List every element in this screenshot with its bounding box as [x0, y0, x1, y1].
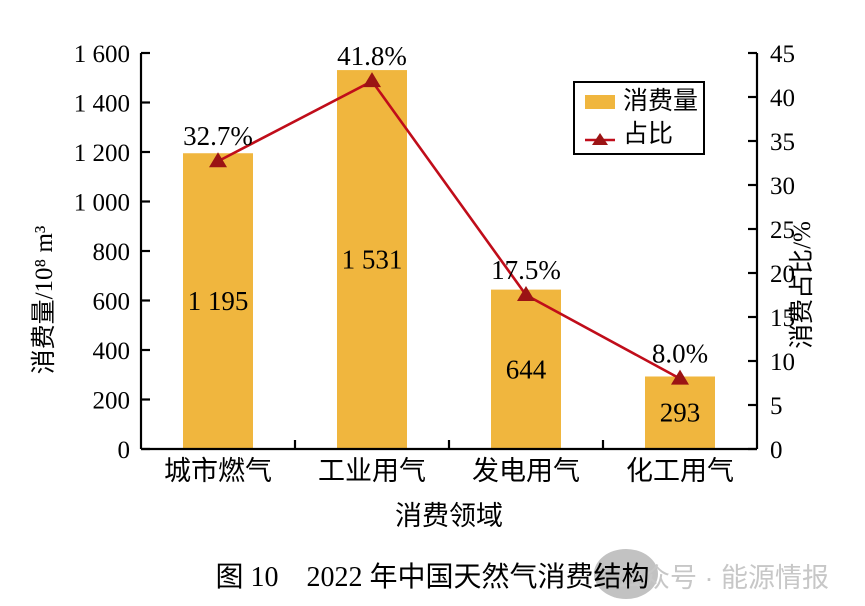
bar-0	[183, 153, 253, 450]
share-value-label-3: 8.0%	[652, 339, 708, 369]
share-marker-3	[671, 369, 689, 385]
bar-value-label-0: 1 195	[188, 286, 249, 316]
right-tick-label-7: 35	[770, 129, 795, 156]
share-value-label-0: 32.7%	[183, 121, 253, 151]
left-tick-label-2: 400	[93, 338, 131, 365]
watermark-text: 公众号 · 能源情报	[616, 563, 829, 593]
left-tick-label-7: 1 400	[74, 91, 130, 118]
bar-value-label-3: 293	[660, 398, 701, 428]
right-tick-label-0: 0	[770, 437, 783, 464]
legend-item-share: 占比	[585, 122, 703, 147]
bar-value-label-1: 1 531	[342, 245, 403, 275]
legend: 消费量 占比	[573, 81, 705, 155]
right-tick-label-4: 20	[770, 261, 795, 288]
left-tick-label-0: 0	[118, 437, 131, 464]
bar-3	[645, 376, 715, 449]
caption-label: 图 10	[215, 562, 279, 593]
right-tick-label-2: 10	[770, 349, 795, 376]
share-marker-2	[517, 286, 535, 301]
share-marker-0	[209, 152, 227, 168]
caption-title: 2022 年中国天然气消费结构	[306, 562, 650, 593]
right-tick-label-3: 15	[770, 305, 795, 332]
right-axis-title: 消费占比/%	[789, 221, 816, 349]
right-tick-label-8: 40	[770, 85, 795, 112]
x-tick-label-0: 城市燃气	[164, 456, 272, 486]
bar-2	[491, 289, 561, 449]
right-tick-label-6: 30	[770, 173, 795, 200]
share-line	[217, 79, 681, 380]
x-tick-label-1: 工业用气	[318, 456, 426, 486]
legend-bar-swatch-icon	[585, 94, 615, 109]
x-tick-label-2: 发电用气	[472, 456, 580, 486]
legend-line-marker-icon	[585, 127, 615, 145]
watermark-blob	[594, 549, 658, 599]
left-tick-label-3: 600	[93, 289, 131, 316]
bar-1	[337, 70, 407, 449]
left-tick-label-5: 1 000	[74, 190, 130, 217]
right-tick-label-9: 45	[770, 41, 795, 68]
x-axis-title: 消费领域	[395, 501, 503, 531]
x-tick-label-3: 化工用气	[626, 456, 734, 486]
left-tick-label-8: 1 600	[74, 41, 130, 68]
figure-caption: 图 10 2022 年中国天然气消费结构	[0, 555, 865, 595]
left-tick-label-6: 1 200	[74, 140, 130, 167]
right-tick-label-5: 25	[770, 217, 795, 244]
right-tick-label-1: 5	[770, 393, 783, 420]
legend-item-consumption: 消费量	[585, 89, 703, 114]
share-value-label-2: 17.5%	[491, 255, 561, 285]
share-value-label-1: 41.8%	[337, 41, 407, 71]
share-marker-1	[363, 72, 381, 88]
legend-label-share: 占比	[623, 121, 674, 148]
bar-value-label-2: 644	[506, 354, 547, 384]
left-tick-label-1: 200	[93, 388, 131, 415]
left-axis-title: 消费量/10⁸ m³	[31, 225, 58, 375]
legend-label-consumption: 消费量	[623, 88, 699, 115]
left-tick-label-4: 800	[93, 239, 131, 266]
